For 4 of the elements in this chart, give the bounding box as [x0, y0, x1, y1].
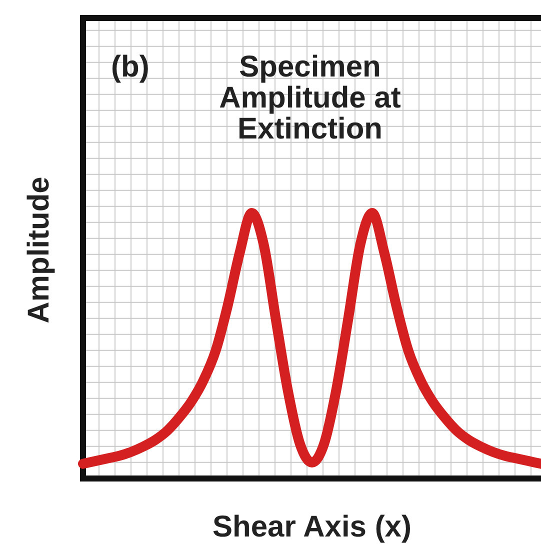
x-axis-title: Shear Axis (x)	[212, 510, 412, 544]
y-axis-title: Amplitude	[22, 176, 56, 324]
text: (b)	[111, 50, 150, 84]
chart-title: Specimen Amplitude at Extinction	[219, 50, 401, 146]
